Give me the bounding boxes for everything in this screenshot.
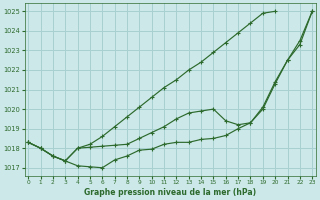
X-axis label: Graphe pression niveau de la mer (hPa): Graphe pression niveau de la mer (hPa) [84,188,256,197]
